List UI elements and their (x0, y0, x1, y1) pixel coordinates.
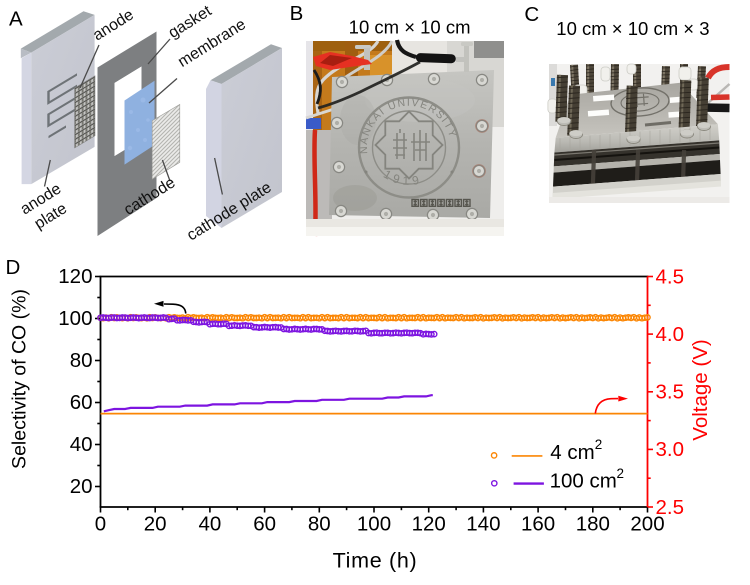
svg-text:180: 180 (576, 513, 610, 536)
svg-text:B: B (290, 2, 304, 25)
svg-text:120: 120 (58, 265, 92, 288)
svg-text:Voltage (V): Voltage (V) (689, 339, 712, 440)
svg-text:3.0: 3.0 (656, 438, 685, 461)
svg-text:10 cm × 10 cm × 3: 10 cm × 10 cm × 3 (556, 18, 709, 39)
svg-text:80: 80 (308, 513, 331, 536)
svg-text:20: 20 (70, 475, 93, 498)
svg-text:100: 100 (58, 307, 92, 330)
svg-text:2: 2 (617, 466, 625, 481)
svg-text:40: 40 (198, 513, 221, 536)
svg-text:2.5: 2.5 (656, 496, 685, 519)
svg-text:D: D (6, 256, 21, 279)
svg-text:80: 80 (70, 349, 93, 372)
svg-text:4.0: 4.0 (656, 323, 685, 346)
svg-text:100 cm: 100 cm (550, 470, 617, 493)
svg-text:2: 2 (595, 437, 603, 452)
svg-text:A: A (9, 7, 23, 30)
svg-text:Time (h): Time (h) (333, 549, 418, 573)
svg-text:160: 160 (521, 513, 555, 536)
svg-text:4.5: 4.5 (656, 265, 685, 288)
svg-text:3.5: 3.5 (656, 381, 685, 404)
svg-text:100: 100 (357, 513, 391, 536)
svg-text:60: 60 (70, 391, 93, 414)
svg-text:200: 200 (630, 513, 664, 536)
svg-text:0: 0 (95, 513, 106, 536)
svg-text:40: 40 (70, 433, 93, 456)
svg-text:Selectivity of CO (%): Selectivity of CO (%) (9, 289, 31, 469)
svg-text:C: C (524, 3, 539, 26)
svg-text:4 cm: 4 cm (550, 441, 594, 464)
svg-text:10 cm × 10 cm: 10 cm × 10 cm (349, 17, 471, 38)
svg-text:140: 140 (466, 513, 500, 536)
svg-text:120: 120 (412, 513, 446, 536)
svg-text:60: 60 (253, 513, 276, 536)
svg-text:20: 20 (144, 513, 167, 536)
